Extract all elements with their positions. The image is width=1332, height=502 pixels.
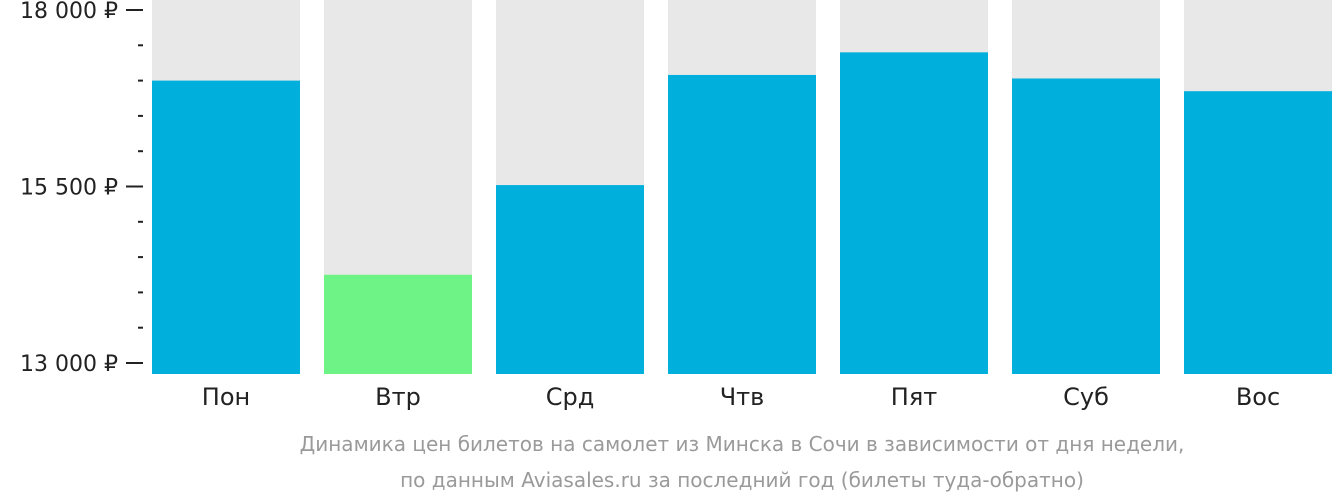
bar-3 bbox=[668, 74, 816, 375]
bar-0 bbox=[152, 80, 300, 374]
y-tick-label-0: 13 000 ₽ bbox=[20, 352, 118, 377]
y-tick-label-1: 15 500 ₽ bbox=[20, 176, 118, 201]
caption-line-1: Динамика цен билетов на самолет из Минск… bbox=[300, 432, 1185, 456]
x-axis: Пон Втр Срд Чтв Пят Суб Вос bbox=[202, 383, 1280, 411]
x-tick-label-3: Чтв bbox=[720, 383, 765, 411]
caption-line-2: по данным Aviasales.ru за последний год … bbox=[400, 468, 1084, 492]
bar-5 bbox=[1012, 78, 1160, 375]
bar-4 bbox=[840, 52, 988, 375]
bars bbox=[152, 52, 1332, 375]
bar-1 bbox=[324, 274, 472, 374]
bar-2 bbox=[496, 185, 644, 374]
x-tick-label-2: Срд bbox=[546, 383, 595, 411]
x-tick-label-0: Пон bbox=[202, 383, 250, 411]
x-tick-label-6: Вос bbox=[1236, 383, 1280, 411]
x-tick-label-5: Суб bbox=[1063, 383, 1109, 411]
bar-6 bbox=[1184, 91, 1332, 374]
y-axis: 13 000 ₽ 15 500 ₽ 18 000 ₽ bbox=[20, 0, 143, 377]
y-tick-label-2: 18 000 ₽ bbox=[20, 0, 118, 24]
x-tick-label-4: Пят bbox=[891, 383, 937, 411]
x-tick-label-1: Втр bbox=[375, 383, 421, 411]
